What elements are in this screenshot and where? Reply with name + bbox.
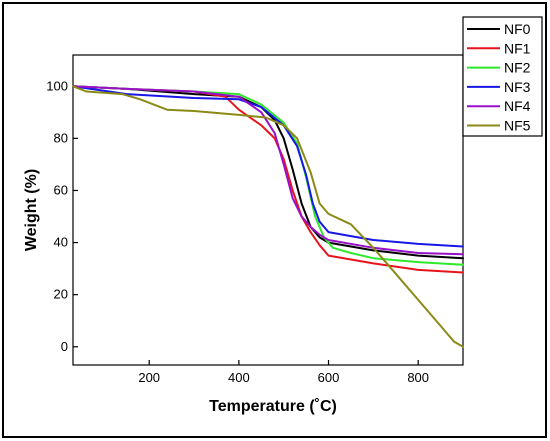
series-line-nf4 (72, 85, 464, 256)
legend-label-nf0: NF0 (504, 21, 531, 37)
legend-label-nf5: NF5 (504, 118, 531, 134)
legend-label-nf1: NF1 (504, 40, 531, 56)
series-line-nf5 (72, 85, 464, 348)
legend-label-nf2: NF2 (504, 60, 531, 76)
legend-box (462, 16, 543, 137)
x-axis-label: Temperature (˚C) (209, 398, 337, 415)
plot-area (72, 54, 464, 366)
legend-label-nf4: NF4 (504, 98, 531, 114)
legend: NF0 NF1 NF2 NF3 NF4 NF5 (462, 16, 543, 137)
y-tick-label: 40 (54, 235, 68, 250)
x-tick-label: 400 (228, 370, 250, 385)
y-axis-ticks: 0 20 40 60 80 100 (46, 78, 78, 354)
x-tick-label: 200 (138, 370, 160, 385)
legend-label-nf3: NF3 (504, 79, 531, 95)
y-tick-label: 80 (54, 130, 68, 145)
x-tick-label: 600 (318, 370, 340, 385)
x-tick-label: 800 (407, 370, 429, 385)
series-layer (72, 85, 464, 348)
y-tick-label: 20 (54, 287, 68, 302)
x-axis-ticks: 200 400 600 800 (138, 360, 429, 385)
y-tick-label: 0 (61, 339, 68, 354)
y-tick-label: 100 (46, 78, 68, 93)
legend-items: NF0 NF1 NF2 NF3 NF4 NF5 (467, 21, 531, 134)
y-axis-label: Weight (%) (23, 169, 40, 251)
y-tick-label: 60 (54, 182, 68, 197)
